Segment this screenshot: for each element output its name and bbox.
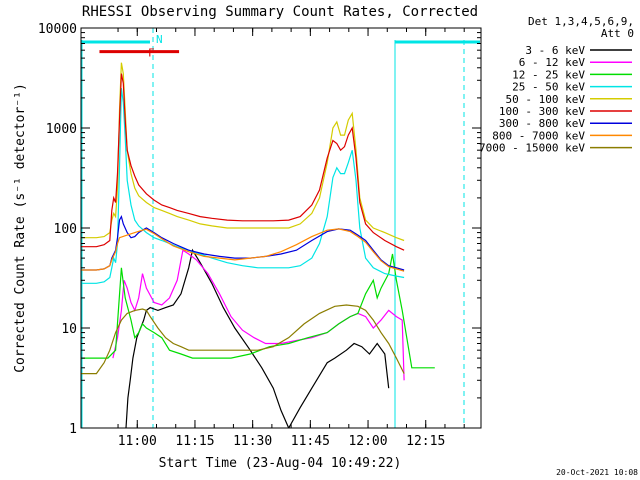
series-line	[81, 214, 405, 271]
x-axis-label: Start Time (23-Aug-04 10:49:22)	[159, 456, 402, 471]
series-line	[81, 73, 405, 251]
x-tick-label: 11:15	[175, 434, 214, 449]
x-tick-label: 11:00	[118, 434, 157, 449]
y-tick-label: 100	[54, 222, 77, 237]
series-line	[125, 248, 390, 428]
legend-entry-label: 800 - 7000 keV	[492, 129, 585, 142]
legend-entry-label: 50 - 100 keV	[506, 93, 586, 106]
y-tick-label: 10	[61, 322, 77, 337]
series-line	[81, 88, 405, 284]
y-tick-label: 1	[69, 422, 77, 437]
legend-entry-label: 7000 - 15000 keV	[479, 142, 585, 155]
footer-timestamp: 20-Oct-2021 10:08	[556, 468, 638, 477]
axes-layer: 11:00 11:15 11:30 11:45 12:00 12:15 1 10 100 1000…	[38, 22, 481, 449]
series-line	[81, 253, 435, 369]
y-axis-label: Corrected Count Rate (s⁻¹ detector⁻¹)	[13, 83, 28, 373]
x-tick-label: 12:00	[348, 434, 387, 449]
x-tick-label: 12:15	[406, 434, 445, 449]
legend-entry-label: 300 - 800 keV	[499, 117, 585, 130]
y-tick-label: 10000	[38, 22, 77, 37]
flare-bar-label: F	[148, 47, 155, 60]
x-tick-label: 11:45	[291, 434, 330, 449]
legend-header: Det 1,3,4,5,6,9,	[528, 15, 634, 28]
series-line	[81, 304, 405, 375]
legend-entry-label: 12 - 25 keV	[512, 68, 585, 81]
series-line	[112, 249, 405, 381]
night-marker-label: N	[156, 33, 163, 46]
x-tick-label: 11:30	[233, 434, 272, 449]
overlays-layer: NF	[81, 28, 480, 428]
legend-entry-label: 100 - 300 keV	[499, 105, 585, 118]
y-tick-label: 1000	[46, 122, 77, 137]
series-layer	[81, 62, 435, 428]
legend-entry-label: 6 - 12 keV	[519, 56, 586, 69]
legend-entry-label: 3 - 6 keV	[525, 44, 585, 57]
series-line	[81, 228, 405, 272]
chart-title: RHESSI Observing Summary Count Rates, Co…	[82, 4, 478, 20]
legend-header: Att 0	[601, 27, 634, 40]
legend-entry-label: 25 - 50 keV	[512, 81, 585, 94]
